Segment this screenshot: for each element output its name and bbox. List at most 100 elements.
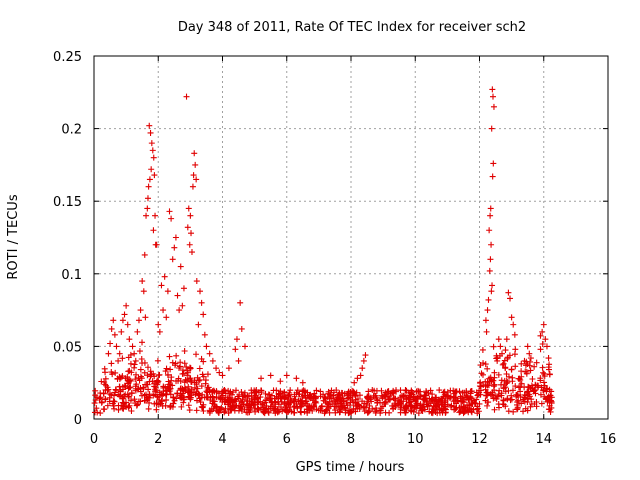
data-point (473, 396, 480, 403)
data-point (251, 396, 258, 403)
data-point (222, 408, 229, 415)
data-point (498, 377, 505, 384)
data-point (426, 402, 433, 409)
data-point (297, 403, 304, 410)
data-point (479, 371, 486, 378)
data-point (182, 386, 189, 393)
data-point (464, 401, 471, 408)
data-point (92, 397, 99, 404)
data-point (203, 388, 210, 395)
data-point (525, 388, 532, 395)
data-point (146, 122, 153, 129)
data-point (350, 406, 357, 413)
data-point (150, 227, 157, 234)
data-point (483, 392, 490, 399)
data-point (330, 389, 337, 396)
data-point (460, 397, 467, 404)
data-point (507, 397, 514, 404)
data-point (369, 405, 376, 412)
data-point (213, 365, 220, 372)
data-point (490, 103, 497, 110)
data-point (126, 377, 133, 384)
data-point (140, 384, 147, 391)
data-point (204, 387, 211, 394)
data-point (247, 406, 254, 413)
data-point (206, 350, 213, 357)
data-point (513, 392, 520, 399)
data-point (362, 352, 369, 359)
data-point (139, 392, 146, 399)
data-point (531, 363, 538, 370)
data-point (136, 348, 143, 355)
data-point (499, 361, 506, 368)
data-point (530, 388, 537, 395)
data-point (484, 365, 491, 372)
data-point (543, 343, 550, 350)
data-point (137, 366, 144, 373)
data-point (545, 355, 552, 362)
data-point (198, 403, 205, 410)
data-point (303, 398, 310, 405)
data-point (543, 385, 550, 392)
data-point (123, 302, 130, 309)
data-point (537, 375, 544, 382)
data-point (201, 331, 208, 338)
data-point (511, 351, 518, 358)
data-point (113, 343, 120, 350)
data-point (176, 307, 183, 314)
data-point (277, 390, 284, 397)
data-point (125, 394, 132, 400)
data-point (184, 369, 191, 376)
data-point (166, 208, 173, 215)
data-point (153, 400, 160, 407)
data-point (332, 400, 339, 407)
data-point (180, 370, 187, 377)
data-point (522, 392, 529, 399)
data-point (193, 176, 200, 183)
data-point (115, 391, 122, 398)
data-point (539, 341, 546, 348)
data-point (483, 389, 490, 396)
data-point (291, 391, 298, 398)
data-point (526, 350, 533, 357)
data-point (187, 212, 194, 219)
data-point (489, 173, 496, 180)
data-point (287, 387, 294, 394)
data-point (436, 387, 443, 394)
data-point (490, 160, 497, 167)
data-point (413, 388, 420, 395)
data-point (191, 379, 198, 386)
data-point (524, 343, 531, 350)
data-point (186, 364, 193, 371)
data-point (283, 372, 290, 379)
data-point (129, 343, 136, 350)
data-point (294, 405, 301, 412)
data-point (244, 404, 251, 411)
data-point (108, 325, 115, 332)
data-point (482, 397, 489, 404)
data-point (92, 387, 99, 394)
data-point (313, 387, 320, 394)
data-point (235, 357, 242, 364)
x-axis-label: GPS time / hours (296, 460, 405, 475)
data-point (193, 278, 200, 285)
data-point (141, 251, 148, 258)
data-point (496, 387, 503, 394)
data-point (172, 234, 179, 241)
data-point (119, 384, 126, 391)
data-point (152, 384, 159, 391)
data-point (277, 378, 284, 385)
data-point (482, 317, 489, 324)
data-point (97, 390, 104, 397)
data-point (102, 395, 109, 402)
data-point (283, 407, 290, 414)
data-point (160, 307, 167, 314)
data-point (171, 244, 178, 251)
data-point (155, 321, 162, 328)
data-point (515, 384, 522, 391)
data-point (133, 371, 140, 378)
data-point (298, 409, 305, 416)
data-point (333, 396, 340, 403)
data-point (109, 371, 116, 378)
data-point (146, 176, 153, 183)
